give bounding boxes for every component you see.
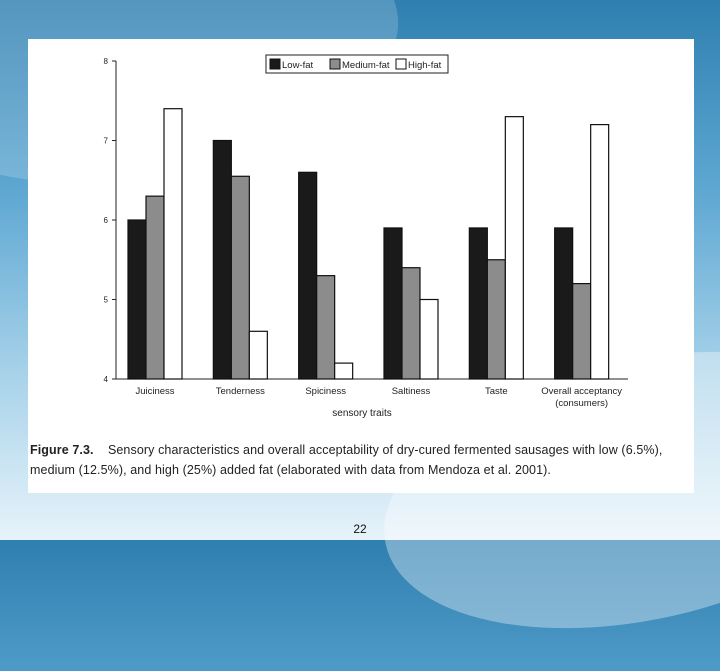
legend-swatch-medium-fat <box>329 58 341 70</box>
x-tick-label: Saltiness <box>392 386 431 397</box>
x-tick-label: Overall acceptancy (consumers) <box>541 386 622 409</box>
x-tick-label: Spiciness <box>305 386 346 397</box>
y-tick-label: 4 <box>104 375 109 384</box>
y-tick-label: 7 <box>104 137 109 146</box>
caption-text: Sensory characteristics and overall acce… <box>30 443 663 477</box>
bar-medium-fat <box>145 195 165 380</box>
bar-medium-fat <box>401 267 421 380</box>
bar-high-fat <box>419 298 439 380</box>
bar-high-fat <box>163 108 183 380</box>
legend-label-low-fat: Low-fat <box>282 60 314 71</box>
legend-swatch-high-fat <box>395 58 407 70</box>
bar-low-fat <box>212 139 232 380</box>
bar-chart: 4 5 6 7 8 Juiciness Tenderness Spiciness Saltin… <box>104 54 628 419</box>
bar-high-fat <box>248 330 268 380</box>
bar-low-fat <box>554 227 574 380</box>
y-tick-label: 8 <box>104 57 109 66</box>
bar-high-fat <box>504 116 524 380</box>
y-tick-label: 5 <box>104 296 109 305</box>
bar-low-fat <box>298 171 318 380</box>
x-tick-label: Tenderness <box>216 386 265 397</box>
bar-low-fat <box>383 227 403 380</box>
bar-high-fat <box>334 362 354 380</box>
legend-swatch-low-fat <box>269 58 281 70</box>
bar-high-fat <box>590 123 610 380</box>
legend-label-medium-fat: Medium-fat <box>342 60 390 71</box>
bar-medium-fat <box>486 259 506 380</box>
bar-medium-fat <box>316 275 336 380</box>
bar-medium-fat <box>230 175 250 380</box>
bar-low-fat <box>127 219 147 380</box>
x-axis-title: sensory traits <box>332 408 391 419</box>
x-tick-label: Juiciness <box>135 386 174 397</box>
bar-low-fat <box>468 227 488 380</box>
y-tick-label: 6 <box>104 216 109 225</box>
bar-medium-fat <box>572 283 592 380</box>
page-number: 22 <box>353 522 367 536</box>
legend-label-high-fat: High-fat <box>408 60 442 71</box>
slide-panel: 4 5 6 7 8 Juiciness Tenderness Spiciness Saltin… <box>28 39 694 493</box>
x-tick-label: Taste <box>485 386 508 397</box>
caption-label: Figure 7.3. <box>30 443 94 457</box>
figure-caption: Figure 7.3. Sensory characteristics and … <box>30 440 690 480</box>
